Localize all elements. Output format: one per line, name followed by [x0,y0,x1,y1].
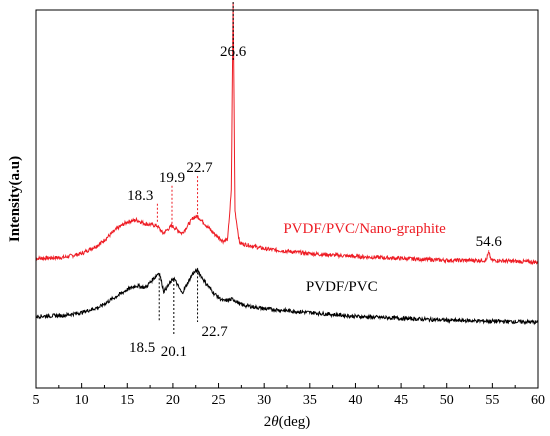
x-axis-title-unit: (deg) [279,414,311,430]
peak-label: 20.1 [161,344,187,360]
peak-label: 22.7 [186,160,213,176]
x-tick-label: 45 [394,393,408,408]
peak-label: 18.3 [127,188,153,204]
x-axis-title: 2θ(deg) [264,414,311,430]
x-tick-label: 35 [303,393,317,408]
x-tick-label: 5 [33,393,40,408]
peak-label: 26.6 [220,44,247,60]
x-tick-label: 15 [120,393,134,408]
series-label: PVDF/PVC/Nano-graphite [283,221,446,237]
x-tick-label: 30 [257,393,271,408]
series-label: PVDF/PVC [306,279,378,295]
series-line-1 [35,2,539,266]
peak-label: 19.9 [159,170,185,186]
series-line-2 [35,267,539,326]
x-axis-title-symbol: θ [271,414,279,430]
x-tick-label: 60 [531,393,545,408]
y-axis-title: Intensity(a.u) [7,156,23,242]
plot-layer [35,2,539,326]
x-axis-title-prefix: 2 [264,414,272,430]
plot-frame [35,9,539,389]
x-tick-label: 25 [212,393,226,408]
x-tick-label: 55 [485,393,499,408]
peak-label: 18.5 [129,340,155,356]
peak-label: 54.6 [476,234,503,250]
peak-label: 22.7 [202,324,229,340]
x-tick-label: 40 [348,393,362,408]
x-tick-label: 20 [166,393,180,408]
annotation-layer: 26.6 19.9 18.3 22.7 54.6 18.5 20.1 22.7 PVDF/PVC… [127,0,502,360]
x-tick-label: 10 [75,393,89,408]
x-tick-label: 50 [440,393,454,408]
tick-layer: 5 10 15 20 25 30 35 40 45 50 55 60 [33,383,545,408]
